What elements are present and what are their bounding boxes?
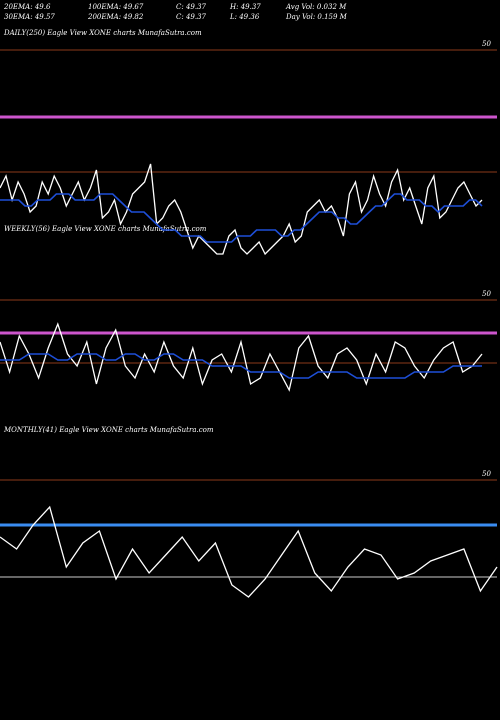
high-label: H: 49.37 bbox=[230, 3, 261, 11]
daily-ema-line bbox=[0, 193, 483, 243]
day-vol-label: Day Vol: 0.159 M bbox=[286, 13, 347, 21]
daily-chart-title: DAILY(250) Eagle View XONE charts Munafa… bbox=[4, 29, 202, 37]
daily-price-line bbox=[0, 163, 483, 256]
weekly-ema-line bbox=[0, 353, 482, 379]
monthly-ytick: 50 bbox=[482, 470, 491, 478]
low-label: L: 49.36 bbox=[230, 13, 260, 21]
close-label: C: 49.37 bbox=[176, 3, 206, 11]
weekly-ytick: 50 bbox=[482, 290, 491, 298]
series-layer bbox=[0, 163, 498, 598]
close-label-2: C: 49.37 bbox=[176, 13, 206, 21]
ema100-label: 100EMA: 49.67 bbox=[88, 3, 144, 11]
ema30-label: 30EMA: 49.57 bbox=[4, 13, 55, 21]
daily-ytick: 50 bbox=[482, 40, 491, 48]
monthly-chart-title: MONTHLY(41) Eagle View XONE charts Munaf… bbox=[4, 426, 214, 434]
monthly-price-line bbox=[0, 505, 498, 598]
avg-vol-label: Avg Vol: 0.032 M bbox=[286, 3, 347, 11]
weekly-chart-title: WEEKLY(56) Eagle View XONE charts Munafa… bbox=[4, 225, 207, 233]
ema20-label: 20EMA: 49.6 bbox=[4, 3, 51, 11]
weekly-price-line bbox=[0, 322, 483, 392]
ema200-label: 200EMA: 49.82 bbox=[88, 13, 144, 21]
